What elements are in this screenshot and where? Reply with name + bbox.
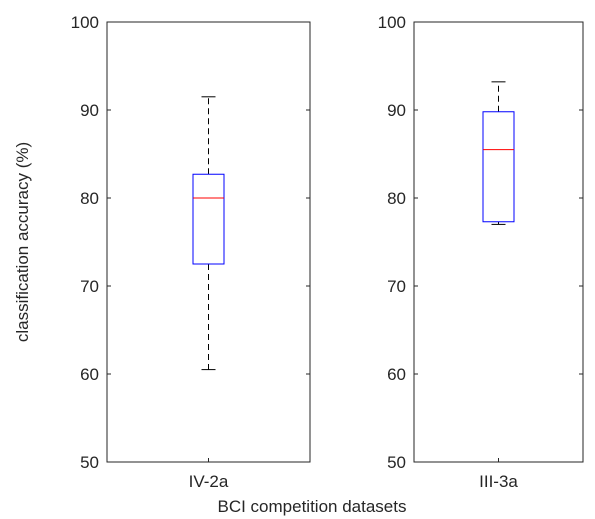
iqr-box bbox=[192, 173, 225, 265]
panel-0: 50 60 70 80 90 100 IV-2a bbox=[71, 13, 311, 491]
y-tick-label: 100 bbox=[378, 13, 406, 32]
y-tick-label: 100 bbox=[71, 13, 99, 32]
y-tick-label: 60 bbox=[80, 365, 99, 384]
y-tick-label: 50 bbox=[80, 453, 99, 472]
y-axis-label: classification accuracy (%) bbox=[13, 142, 32, 342]
y-tick-label: 90 bbox=[387, 101, 406, 120]
axes-frame bbox=[106, 21, 311, 463]
panels-group: 50 60 70 80 90 100 IV-2a 50 60 70 80 90 100 III-3a bbox=[71, 13, 584, 491]
x-axis-label: BCI competition datasets bbox=[218, 497, 407, 516]
y-tick-label: 80 bbox=[387, 189, 406, 208]
y-tick-label: 50 bbox=[387, 453, 406, 472]
x-tick-label: III-3a bbox=[479, 472, 518, 491]
x-tick-label: IV-2a bbox=[189, 472, 229, 491]
iqr-box bbox=[482, 111, 515, 223]
y-tick-label: 70 bbox=[387, 277, 406, 296]
y-tick-label: 80 bbox=[80, 189, 99, 208]
y-tick-label: 60 bbox=[387, 365, 406, 384]
y-tick-label: 90 bbox=[80, 101, 99, 120]
panel-1: 50 60 70 80 90 100 III-3a bbox=[378, 13, 584, 491]
y-tick-label: 70 bbox=[80, 277, 99, 296]
